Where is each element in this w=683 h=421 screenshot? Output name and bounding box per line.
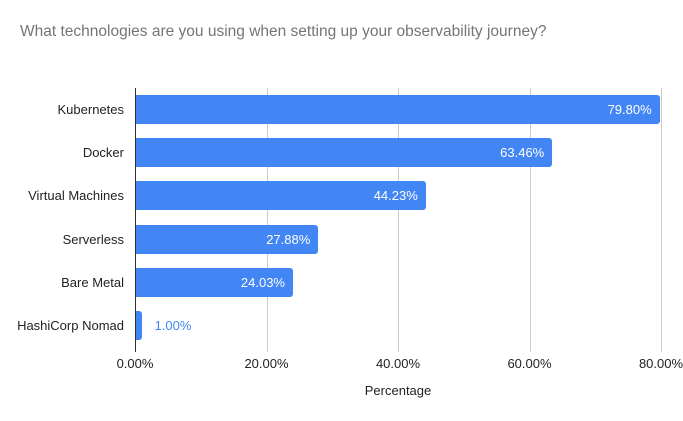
category-label-virtual-machines: Virtual Machines [28, 188, 124, 204]
category-label-kubernetes: Kubernetes [57, 102, 125, 118]
value-label-serverless: 27.88% [266, 231, 311, 247]
category-label-bare-metal: Bare Metal [61, 274, 124, 290]
bar-row-hashicorp-nomad: HashiCorp Nomad 1.00% [17, 304, 661, 347]
bar-row-bare-metal: Bare Metal 24.03% [61, 261, 661, 304]
x-tick-label-0: 0.00% [116, 356, 154, 371]
value-label-virtual-machines: 44.23% [373, 188, 418, 204]
gridline-20 [266, 88, 268, 352]
y-axis-line [135, 88, 136, 352]
value-label-docker: 63.46% [500, 145, 545, 161]
bar-row-docker: Docker 63.46% [83, 131, 661, 174]
bar-row-serverless: Serverless 27.88% [63, 218, 661, 261]
value-label-bare-metal: 24.03% [240, 274, 285, 290]
x-tick-label-60: 60.00% [507, 356, 552, 371]
chart-title: What technologies are you using when set… [20, 23, 547, 40]
category-label-hashicorp-nomad: HashiCorp Nomad [17, 317, 124, 333]
x-tick-label-20: 20.00% [244, 356, 289, 371]
gridline-60 [529, 88, 531, 352]
category-label-serverless: Serverless [62, 231, 124, 247]
bar-kubernetes[interactable]: 79.80% [135, 95, 660, 125]
plot-area: Kubernetes 79.80% Docker 63.46% Virtual Mach… [17, 88, 683, 371]
gridline-40 [398, 88, 399, 352]
bar-row-virtual-machines: Virtual Machines 44.23% [28, 174, 661, 217]
value-label-kubernetes: 79.80% [607, 102, 652, 118]
bar-bare-metal[interactable]: 24.03% [135, 267, 293, 297]
bar-serverless[interactable]: 27.88% [135, 224, 319, 254]
gridline-80 [661, 88, 662, 352]
bar-virtual-machines[interactable]: 44.23% [135, 181, 426, 211]
bar-row-kubernetes: Kubernetes 79.80% [58, 88, 661, 131]
x-tick-label-40: 40.00% [375, 356, 421, 371]
category-label-docker: Docker [82, 145, 124, 161]
x-axis-title: Percentage [364, 383, 432, 398]
x-tick-label-80: 80.00% [638, 356, 683, 371]
bar-hashicorp-nomad[interactable] [135, 310, 142, 340]
bar-rows: Kubernetes 79.80% Docker 63.46% Virtual Mach… [17, 88, 661, 347]
bar-docker[interactable]: 63.46% [135, 138, 553, 168]
value-label-hashicorp-nomad: 1.00% [154, 317, 192, 333]
